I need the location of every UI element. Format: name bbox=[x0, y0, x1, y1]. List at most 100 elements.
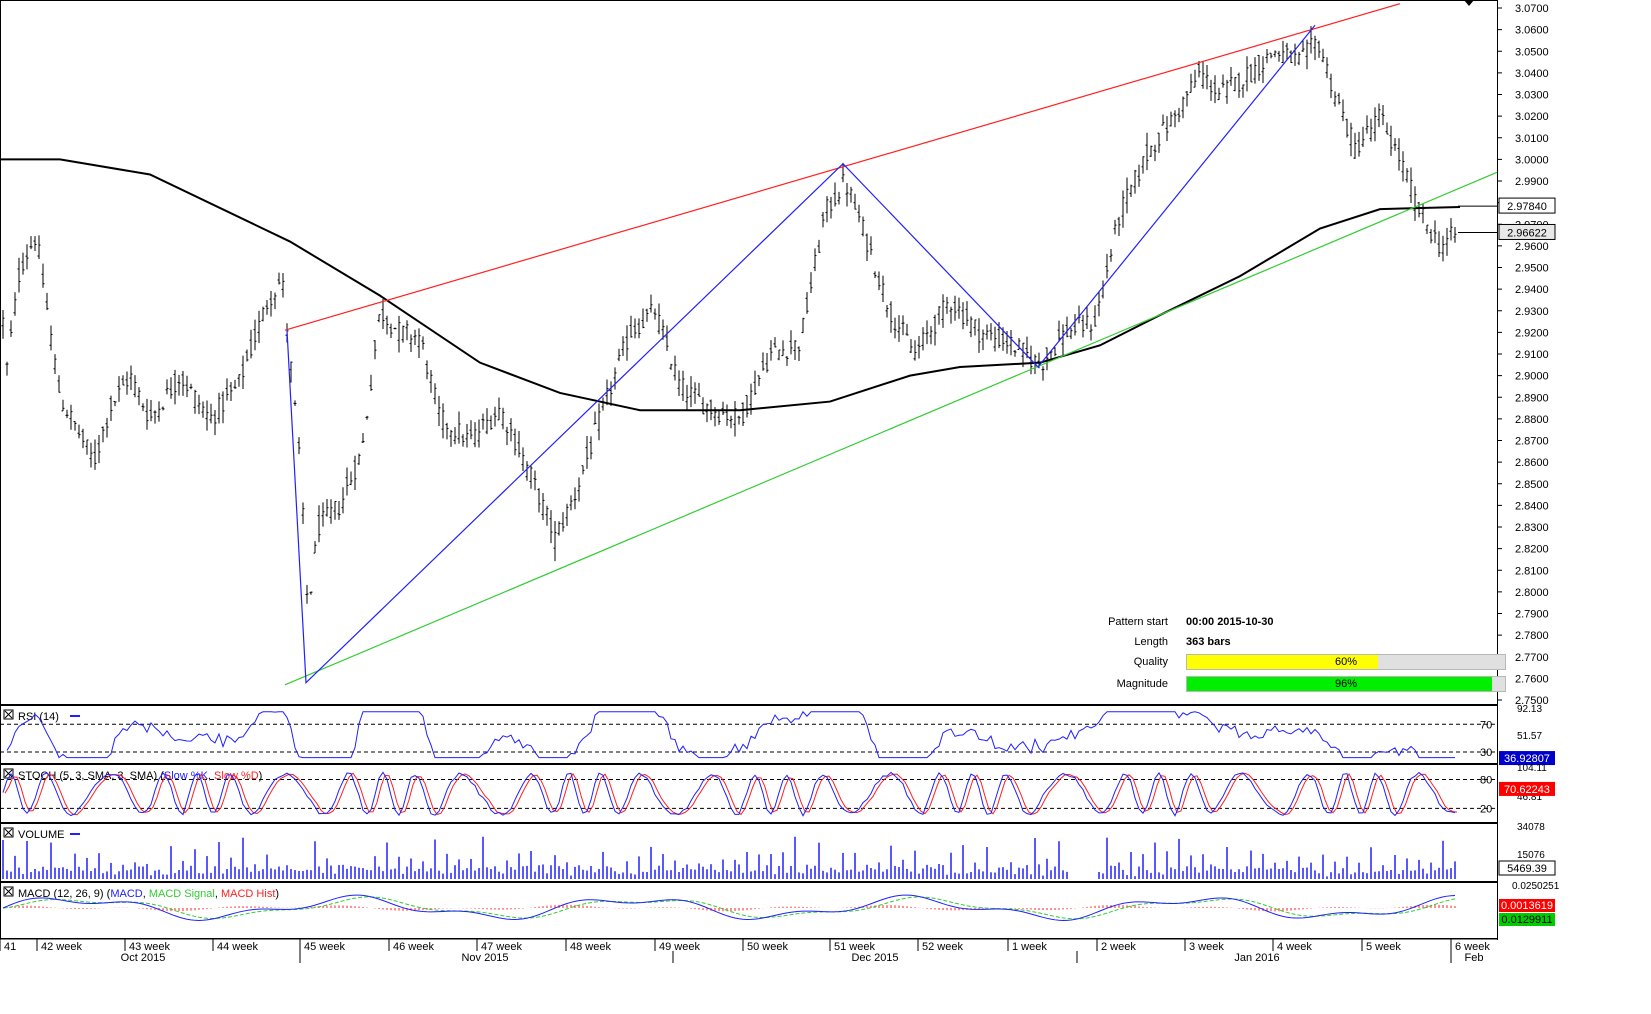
stoch-bottom-label: 46.81 bbox=[1517, 792, 1542, 803]
support-line bbox=[284, 171, 1498, 686]
price-tick-label: 2.8900 bbox=[1515, 392, 1549, 404]
rsi-pane-frame bbox=[0, 705, 1498, 764]
zigzag-line bbox=[286, 24, 1316, 685]
price-candles bbox=[1, 26, 1457, 604]
week-label: 2 week bbox=[1101, 941, 1136, 953]
volume-value-label: 5469.39 bbox=[1507, 863, 1547, 875]
stoch-level-low-label: 20 bbox=[1480, 803, 1492, 815]
price-tick-label: 2.8700 bbox=[1515, 436, 1549, 448]
length-value: 363 bars bbox=[1186, 636, 1231, 648]
week-label: 5 week bbox=[1366, 941, 1401, 953]
price-tick-label: 2.8200 bbox=[1515, 544, 1549, 556]
price-tick-label: 3.0200 bbox=[1515, 111, 1549, 123]
price-tick-label: 2.9100 bbox=[1515, 349, 1549, 361]
macd-collapse-icon-cross bbox=[4, 887, 13, 896]
price-tick-label: 2.7600 bbox=[1515, 673, 1549, 685]
price-tick-label: 2.7900 bbox=[1515, 609, 1549, 621]
volume-collapse-icon-cross bbox=[4, 828, 13, 837]
stoch-level-high-label: 80 bbox=[1480, 775, 1492, 787]
resistance-line bbox=[284, 3, 1401, 331]
price-tick-label: 3.0100 bbox=[1515, 133, 1549, 145]
price-tick-label: 2.9400 bbox=[1515, 284, 1549, 296]
price-tick-label: 2.9300 bbox=[1515, 306, 1549, 318]
month-label: Oct 2015 bbox=[121, 952, 166, 964]
macd-value-box bbox=[1499, 913, 1555, 926]
volume-bars bbox=[2, 836, 1456, 879]
macd-signal-value-box bbox=[1499, 899, 1555, 912]
volume-pane-frame bbox=[0, 823, 1498, 882]
price-tick-label: 2.9000 bbox=[1515, 371, 1549, 383]
price-tick-label: 2.7700 bbox=[1515, 652, 1549, 664]
stoch-d-line bbox=[4, 772, 1458, 816]
week-label: 52 week bbox=[922, 941, 963, 953]
ma-price-label: 2.97840 bbox=[1507, 201, 1547, 213]
price-tick-label: 3.0400 bbox=[1515, 68, 1549, 80]
month-labels: Oct 2015 Nov 2015 Dec 2015 Jan 2016 Feb bbox=[121, 951, 1484, 964]
quality-row: Quality 60% bbox=[1090, 654, 1560, 672]
price-tick-label: 3.0300 bbox=[1515, 90, 1549, 102]
price-tick-label: 2.7500 bbox=[1515, 695, 1549, 707]
price-tick-label: 2.8100 bbox=[1515, 565, 1549, 577]
ma-price-label-box bbox=[1498, 197, 1556, 214]
week-label: 4 week bbox=[1277, 941, 1312, 953]
price-tick-label: 2.9900 bbox=[1515, 176, 1549, 188]
current-price-label: 2.96622 bbox=[1507, 227, 1547, 239]
price-tick-label: 2.8000 bbox=[1515, 587, 1549, 599]
price-tick-label: 2.8800 bbox=[1515, 414, 1549, 426]
week-label: 45 week bbox=[304, 941, 345, 953]
stoch-value-label: 70.62243 bbox=[1504, 784, 1550, 796]
week-label: 46 week bbox=[393, 941, 434, 953]
pattern-start-row: Pattern start 00:00 2015-10-30 bbox=[1090, 614, 1560, 632]
volume-title: VOLUME bbox=[18, 829, 64, 841]
rsi-line bbox=[6, 710, 1455, 759]
rsi-top-label: 92.13 bbox=[1517, 704, 1542, 715]
price-tick-label: 3.0700 bbox=[1515, 3, 1549, 15]
pattern-start-value: 00:00 2015-10-30 bbox=[1186, 616, 1274, 628]
price-tick-label: 2.8300 bbox=[1515, 522, 1549, 534]
price-tick-label: 2.9500 bbox=[1515, 263, 1549, 275]
week-label: 1 week bbox=[1012, 941, 1047, 953]
rsi-value-label: 36.92807 bbox=[1504, 753, 1550, 765]
macd-signal-line bbox=[2, 896, 1456, 920]
current-price-label-box bbox=[1498, 223, 1556, 240]
quality-bar-fill bbox=[1187, 655, 1378, 669]
week-label: 49 week bbox=[659, 941, 700, 953]
quality-bar: 60% bbox=[1186, 654, 1506, 670]
pattern-start-label: Pattern start bbox=[1108, 616, 1168, 628]
volume-mid-label: 15076 bbox=[1517, 850, 1545, 861]
rsi-collapse-icon-cross bbox=[4, 710, 13, 719]
macd-signal-value-label: 0.0013619 bbox=[1501, 900, 1553, 912]
week-label: 43 week bbox=[129, 941, 170, 953]
magnitude-bar-fill bbox=[1187, 677, 1493, 691]
stoch-collapse-icon-cross bbox=[4, 769, 13, 778]
stoch-value-box bbox=[1499, 781, 1555, 796]
rsi-value-box bbox=[1499, 751, 1555, 766]
month-label: Dec 2015 bbox=[851, 952, 898, 964]
week-label: 42 week bbox=[41, 941, 82, 953]
week-label: 44 week bbox=[217, 941, 258, 953]
price-tick-label: 2.8500 bbox=[1515, 479, 1549, 491]
moving-average-line bbox=[0, 158, 1461, 412]
price-tick-label: 2.9600 bbox=[1515, 241, 1549, 253]
volume-top-label: 34078 bbox=[1517, 822, 1545, 833]
price-tick-label: 2.8600 bbox=[1515, 457, 1549, 469]
week-label: 48 week bbox=[570, 941, 611, 953]
magnitude-bar: 96% bbox=[1186, 676, 1506, 692]
rsi-level-low-label: 30 bbox=[1480, 747, 1492, 759]
week-label: 41 bbox=[4, 941, 16, 953]
week-label: 6 week bbox=[1455, 941, 1490, 953]
price-tick-label: 2.8400 bbox=[1515, 500, 1549, 512]
rsi-level-high-label: 70 bbox=[1480, 719, 1492, 731]
length-label: Length bbox=[1134, 636, 1168, 648]
quality-bar-text: 60% bbox=[1334, 656, 1358, 668]
week-label: 3 week bbox=[1189, 941, 1224, 953]
stoch-k-line bbox=[2, 771, 1456, 817]
week-label: 50 week bbox=[747, 941, 788, 953]
magnitude-label: Magnitude bbox=[1116, 678, 1168, 690]
scroll-marker-icon bbox=[1464, 0, 1474, 6]
quality-label: Quality bbox=[1133, 656, 1168, 668]
month-label: Feb bbox=[1465, 952, 1484, 964]
volume-value-box bbox=[1498, 860, 1556, 876]
magnitude-row: Magnitude 96% bbox=[1090, 676, 1560, 694]
